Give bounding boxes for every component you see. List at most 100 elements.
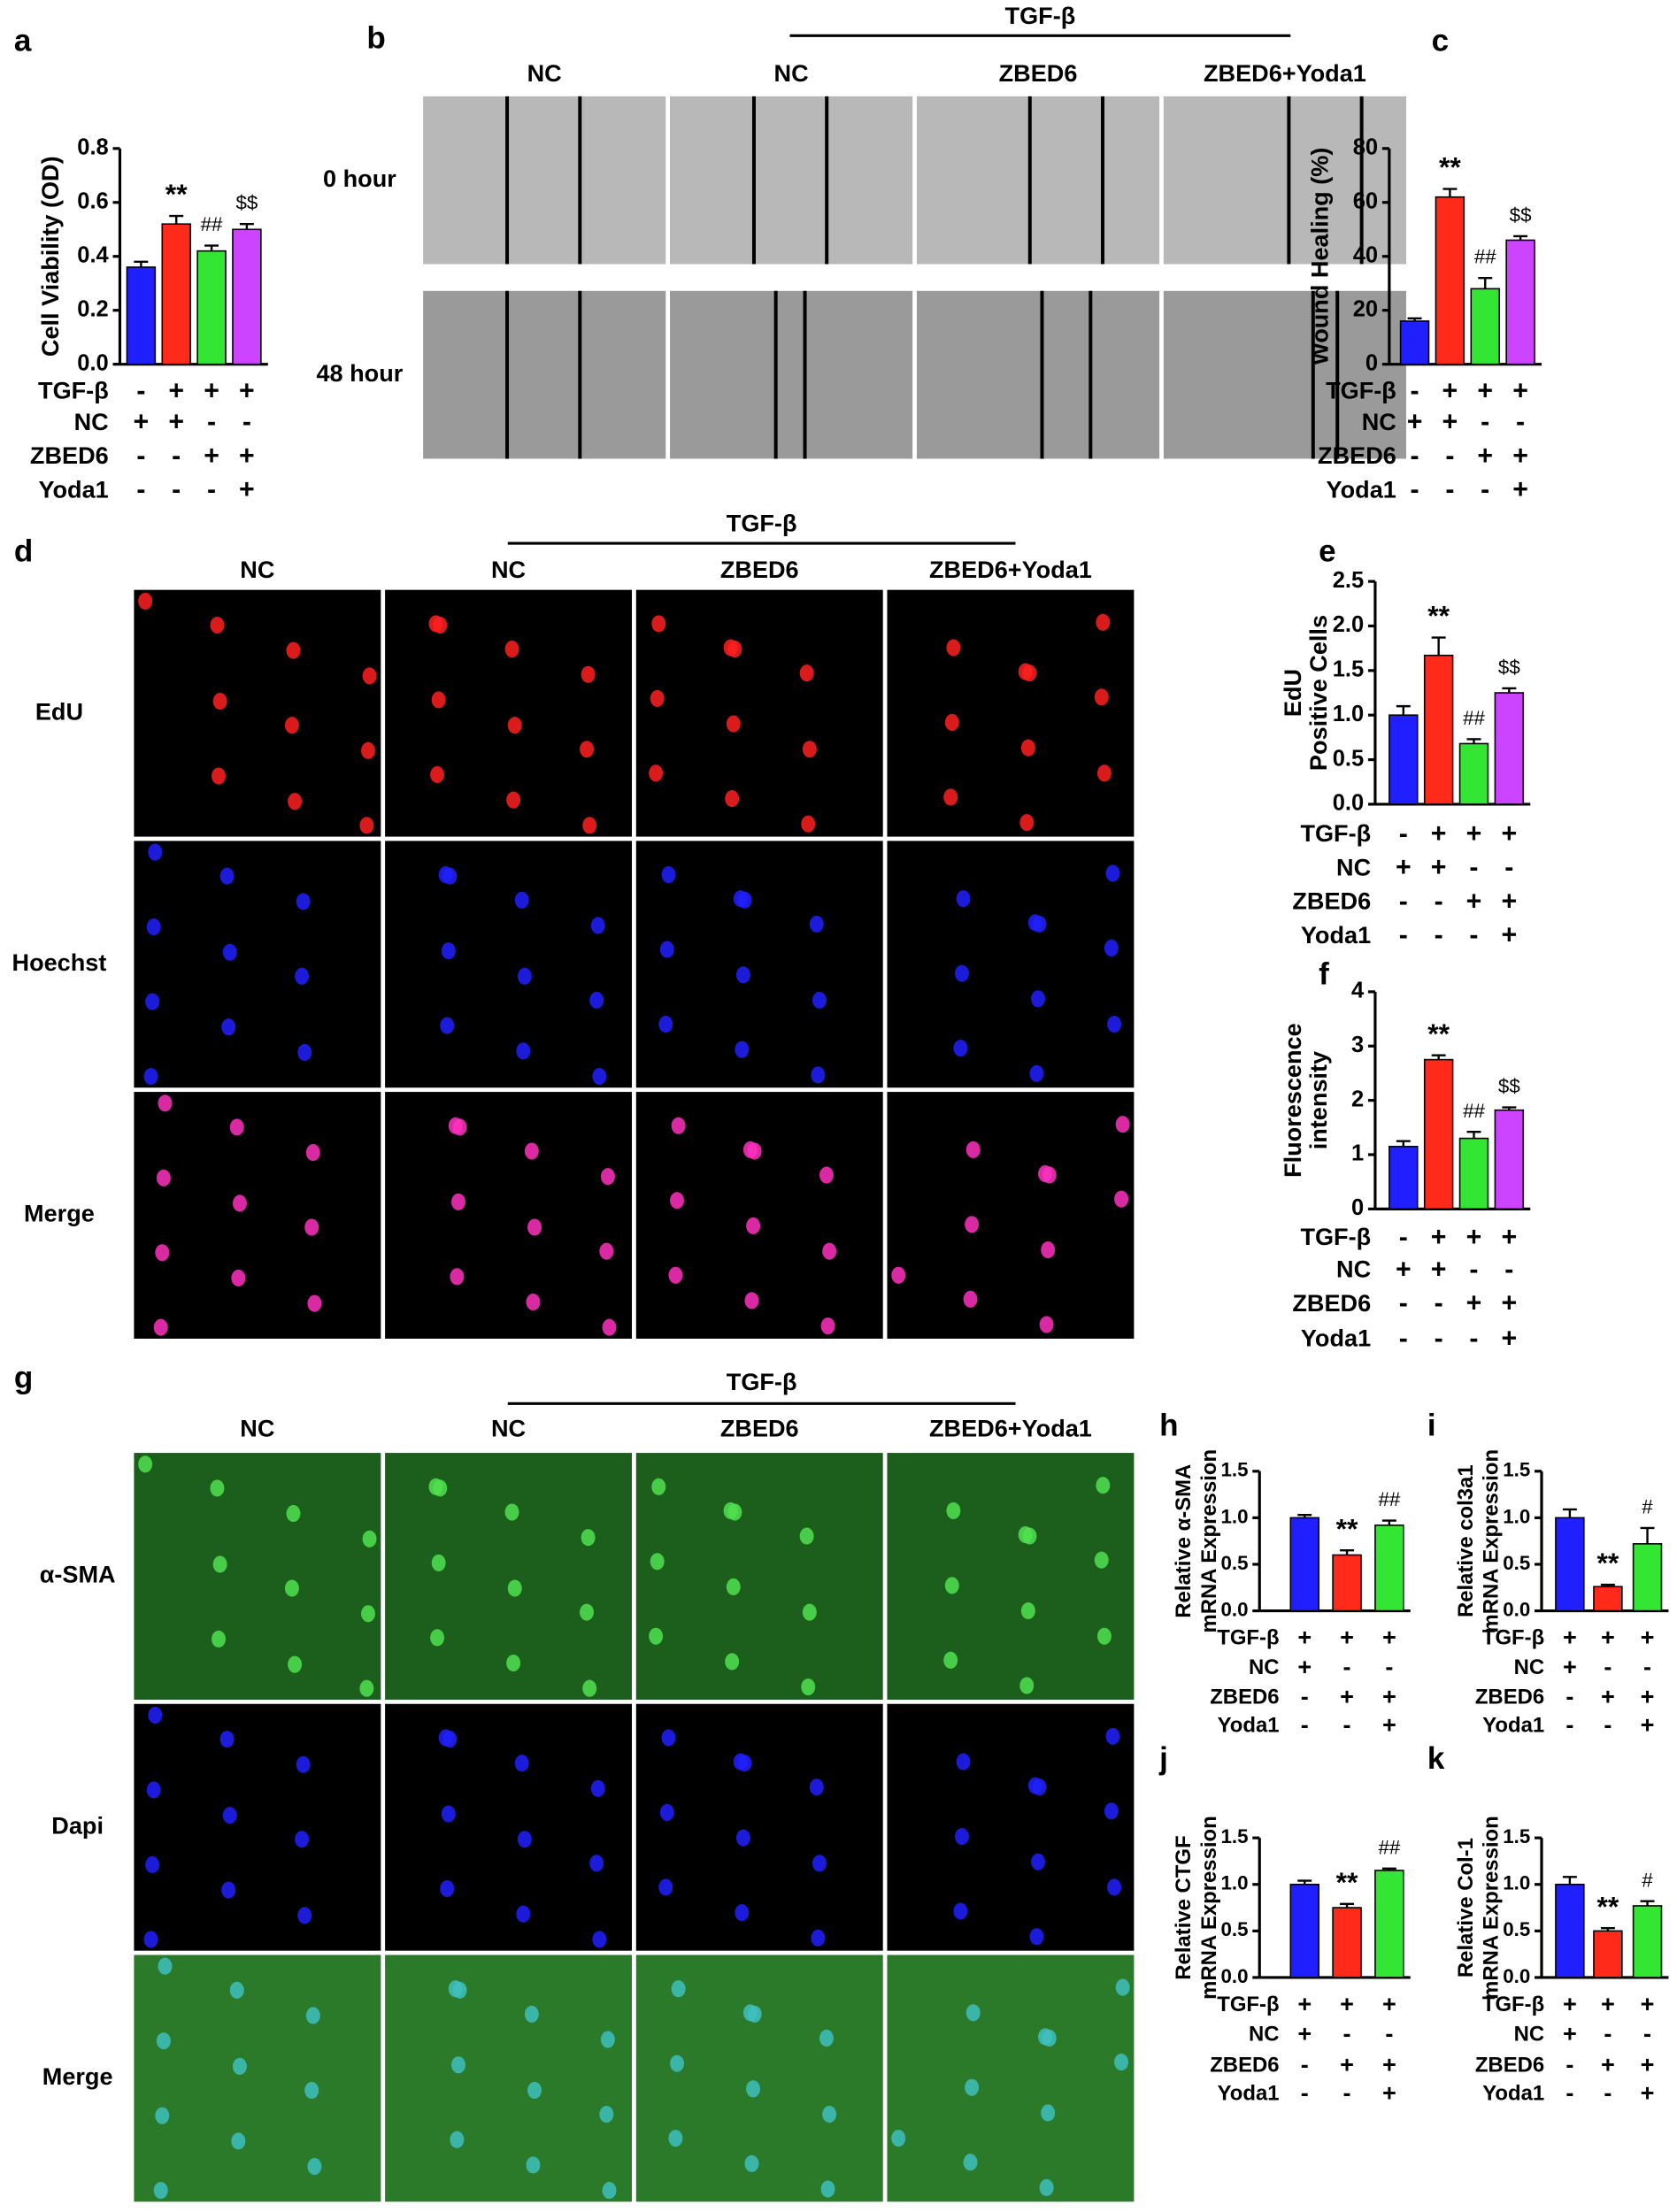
condition-sign: + — [1563, 2019, 1577, 2047]
y-tick-label: 0.6 — [77, 189, 108, 214]
y-tick-label: 1 — [1351, 1141, 1364, 1166]
micrograph — [887, 1703, 1135, 1951]
cell — [286, 1505, 301, 1523]
condition-sign: + — [1297, 2019, 1312, 2047]
significance-marker: ## — [1463, 1100, 1485, 1122]
bar — [1332, 1907, 1362, 1978]
condition-sign: + — [1340, 2051, 1354, 2078]
cell — [284, 717, 299, 734]
condition-sign: + — [1466, 819, 1482, 849]
condition-sign: - — [1604, 1710, 1612, 1738]
cell — [305, 1144, 320, 1162]
cell — [527, 1218, 542, 1236]
panel-letter: c — [1432, 24, 1449, 58]
bar — [1374, 1870, 1404, 1978]
condition-name: Yoda1 — [1218, 2082, 1280, 2106]
bar — [232, 228, 262, 365]
cell — [507, 1579, 522, 1597]
condition-sign: - — [1385, 1653, 1393, 1680]
cell — [517, 1831, 532, 1848]
micrograph — [134, 589, 381, 837]
y-tick-label: 1.0 — [1503, 1872, 1530, 1894]
condition-name: TGF-β — [1482, 1993, 1544, 2016]
cell — [145, 993, 160, 1010]
cell — [514, 1755, 529, 1772]
y-axis-label: EdU — [1279, 669, 1306, 717]
group-label: TGF-β — [727, 1368, 797, 1395]
cell — [602, 1318, 617, 1336]
cell — [661, 1729, 676, 1747]
condition-name: Yoda1 — [1301, 921, 1371, 949]
y-tick-label: 0.5 — [1503, 1918, 1530, 1940]
significance-marker: ## — [1474, 246, 1496, 268]
micrograph — [635, 1453, 883, 1700]
cell — [954, 1828, 969, 1846]
condition-sign: + — [1641, 1710, 1655, 1738]
condition-name: NC — [1362, 408, 1396, 435]
condition-name: Yoda1 — [1482, 2082, 1544, 2106]
bar — [1332, 1554, 1362, 1612]
cell — [516, 1042, 531, 1060]
condition-sign: - — [1445, 442, 1454, 471]
condition-sign: + — [1563, 1990, 1577, 2017]
cell — [155, 2107, 170, 2124]
micrograph — [423, 290, 666, 459]
y-tick-label: 2.0 — [1333, 612, 1364, 637]
cell — [504, 1503, 519, 1521]
cell — [359, 1679, 374, 1697]
panel-letter: d — [14, 534, 33, 569]
cell — [668, 2130, 683, 2147]
micrograph — [916, 96, 1160, 265]
bar — [1389, 714, 1419, 805]
micrograph — [887, 1453, 1135, 1700]
condition-sign: - — [1469, 1325, 1478, 1354]
cell — [661, 866, 676, 884]
panel-letter: f — [1319, 957, 1329, 992]
cell — [580, 741, 594, 758]
cell — [212, 1555, 227, 1573]
cell — [210, 616, 225, 634]
condition-sign: + — [1382, 1683, 1396, 1710]
cell — [1096, 1477, 1111, 1494]
significance-marker: ** — [1597, 1890, 1619, 1922]
condition-sign: - — [1399, 1223, 1408, 1252]
condition-name: TGF-β — [1482, 1626, 1544, 1650]
significance-marker: ## — [1378, 1836, 1400, 1858]
cell — [812, 991, 827, 1010]
cell — [658, 1015, 673, 1033]
cell — [965, 1141, 981, 1158]
cell — [733, 1753, 748, 1770]
y-tick-label: 1.0 — [1220, 1872, 1248, 1894]
condition-sign: - — [1469, 853, 1478, 882]
cell — [1105, 1727, 1120, 1745]
condition-name: NC — [1336, 1256, 1371, 1283]
cell — [802, 1603, 817, 1621]
cell — [153, 2182, 168, 2200]
condition-sign: + — [1501, 921, 1517, 950]
condition-sign: + — [1340, 1624, 1354, 1651]
condition-name: NC — [74, 408, 109, 435]
condition-sign: + — [1382, 1624, 1396, 1651]
bar — [1555, 1517, 1585, 1612]
cell — [581, 665, 596, 683]
significance-marker: ** — [1336, 1512, 1358, 1544]
cell — [799, 1527, 814, 1545]
condition-sign: + — [1641, 2051, 1655, 2078]
cell — [891, 1266, 906, 1284]
cell — [735, 1041, 750, 1058]
y-axis-label: Positive Cells — [1304, 615, 1332, 771]
condition-sign: + — [1501, 887, 1517, 916]
cell — [726, 1578, 741, 1596]
cell — [965, 2004, 981, 2022]
significance-marker: ## — [1463, 707, 1485, 729]
cell — [284, 1579, 299, 1597]
cell — [744, 1292, 759, 1310]
condition-sign: - — [1445, 475, 1454, 504]
condition-name: TGF-β — [1300, 819, 1371, 847]
condition-sign: + — [1340, 1990, 1354, 2017]
condition-sign: + — [1407, 408, 1423, 437]
cell — [156, 2032, 171, 2050]
bar — [1494, 1109, 1525, 1210]
condition-sign: + — [1442, 408, 1458, 437]
cell — [735, 966, 750, 984]
